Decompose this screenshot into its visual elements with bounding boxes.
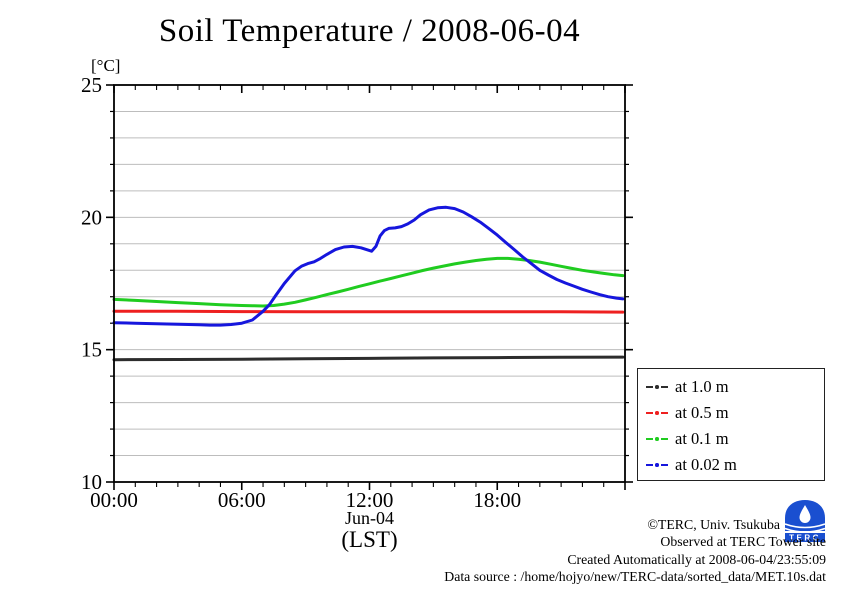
y-tick-label: 20	[81, 205, 102, 229]
legend-marker-0.02m-icon	[646, 463, 668, 467]
x-tick-label: 00:00	[90, 488, 138, 512]
legend-item-0.5m: at 0.5 m	[638, 400, 824, 426]
legend-marker-1.0m-icon	[646, 385, 668, 389]
footer-copyright: ©TERC, Univ. Tsukuba	[647, 517, 780, 532]
footer-credits: ©TERC, Univ. Tsukuba Observed at TERC To…	[444, 516, 826, 586]
series-line-at-1.0-m	[112, 355, 625, 362]
plot-frame	[113, 84, 626, 483]
y-tick-label: 10	[81, 470, 102, 494]
legend-label: at 0.5 m	[675, 403, 729, 422]
legend-label: at 0.1 m	[675, 429, 729, 448]
series-line-at-0.1-m	[112, 256, 625, 308]
legend-item-0.02m: at 0.02 m	[638, 452, 824, 478]
chart-legend: at 1.0 m at 0.5 m at 0.1 m at 0.02 m	[637, 368, 825, 481]
y-axis-unit-label: [°C]	[91, 56, 121, 75]
legend-item-0.1m: at 0.1 m	[638, 426, 824, 452]
terc-logo-icon: TERC	[784, 500, 826, 543]
logo-droplet	[799, 505, 811, 523]
legend-item-1.0m: at 1.0 m	[638, 374, 824, 400]
chart-title: Soil Temperature / 2008-06-04	[158, 13, 581, 49]
legend-marker-0.1m-icon	[646, 437, 668, 441]
legend-label: at 1.0 m	[675, 377, 729, 396]
footer-observed: Observed at TERC Tower site	[660, 534, 826, 550]
series-line-at-0.5-m	[112, 309, 625, 314]
logo-text: TERC	[789, 534, 821, 543]
x-tick-label: 06:00	[218, 488, 266, 512]
x-tick-label: 18:00	[473, 488, 521, 512]
legend-marker-0.5m-icon	[646, 411, 668, 415]
series-line-at-0.02-m	[112, 205, 625, 327]
y-tick-label: 25	[81, 73, 102, 97]
y-tick-label: 15	[81, 338, 102, 362]
footer-datasource: Data source : /home/hojyo/new/TERC-data/…	[444, 569, 826, 585]
x-axis-date-label: Jun-04	[345, 508, 394, 528]
footer-created: Created Automatically at 2008-06-04/23:5…	[567, 551, 826, 567]
x-tick-label: 12:00	[346, 488, 394, 512]
legend-label: at 0.02 m	[675, 455, 737, 474]
x-axis-timezone-label: (LST)	[341, 527, 398, 552]
